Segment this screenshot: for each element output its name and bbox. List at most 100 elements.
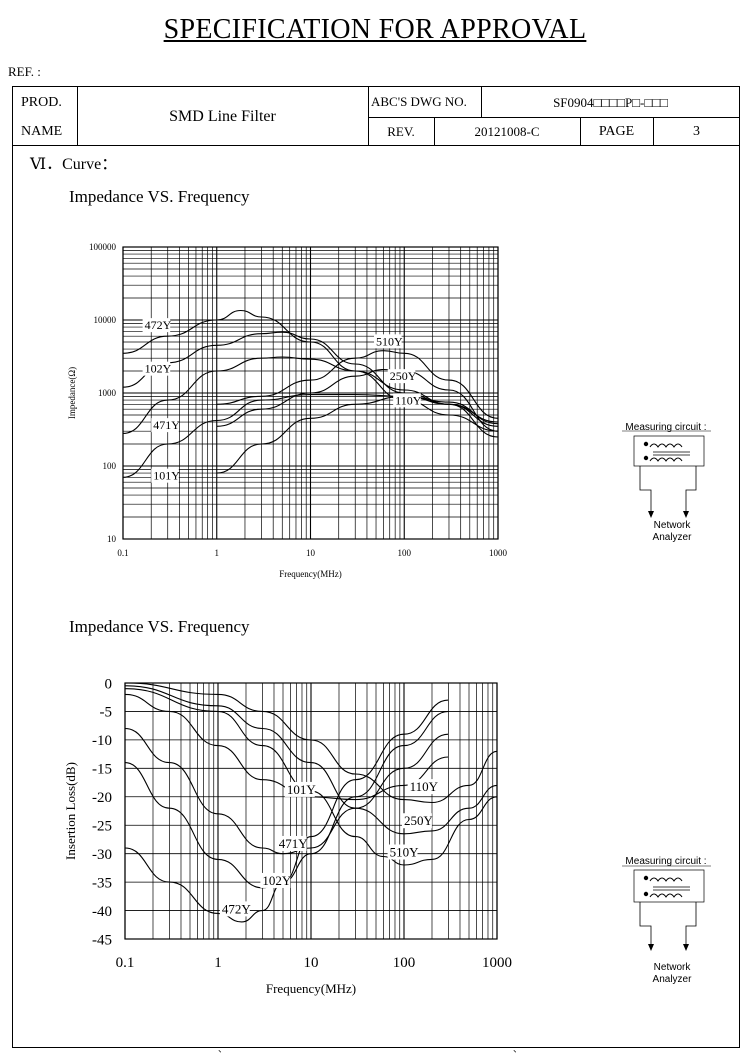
series-label-110y: 110Y: [395, 393, 422, 407]
dwg-label: ABC'S DWG NO.: [371, 94, 467, 109]
name-label: NAME: [21, 124, 63, 139]
y-tick-label: -5: [100, 705, 113, 721]
x-tick-label: 1: [214, 955, 222, 971]
y-tick-label: 10: [107, 534, 117, 544]
y-tick-label: -25: [92, 818, 112, 834]
series-line-110y: [216, 395, 499, 474]
analyzer-label: Analyzer: [653, 532, 693, 543]
series-label-101y: 101Y: [287, 782, 317, 797]
y-tick-label: -10: [92, 733, 112, 749]
y-tick-label: 1000: [98, 388, 117, 398]
series-line-510y: [216, 350, 499, 419]
header-col-line-6: [653, 117, 654, 145]
rev-value: 20121008-C: [474, 124, 540, 139]
line-filter-symbol-2: [633, 869, 705, 903]
header-bottom-line: [13, 145, 740, 146]
x-tick-label: 0.1: [116, 955, 135, 971]
series-line-110y: [124, 682, 498, 804]
y-tick-label: -30: [92, 847, 112, 863]
series-label-102y: 102Y: [262, 873, 292, 888]
series-label-bg: [151, 468, 179, 483]
series-label-bg: [387, 369, 416, 384]
x-axis-label: Frequency(MHz): [266, 981, 356, 996]
x-tick-label: 100: [398, 548, 412, 558]
analyzer-label-2: Analyzer: [653, 974, 693, 985]
series-line-250y: [124, 685, 498, 835]
series-label-110y: 110Y: [410, 779, 439, 794]
x-tick-label: 10: [304, 955, 319, 971]
x-tick-label: 100: [393, 955, 416, 971]
series-label-bg: [142, 361, 171, 376]
series-label-250y: 250Y: [390, 369, 417, 383]
measuring-circuit-1: Measuring circuit : Network Analyzer: [622, 422, 711, 543]
ref-label: REF. :: [8, 64, 41, 79]
series-label-bg: [260, 872, 291, 888]
y-tick-label: 0: [105, 676, 113, 692]
series-line-510y: [124, 688, 498, 866]
x-tick-label: 1000: [489, 548, 508, 558]
series-label-472y: 472Y: [145, 318, 172, 332]
header-col-line-3: [481, 87, 482, 117]
y-tick-label: 10000: [94, 315, 117, 325]
series-label-bg: [387, 844, 418, 860]
y-tick-label: -35: [92, 875, 112, 891]
bottom-fragment-1: 、: [218, 1044, 227, 1053]
measuring-circuit-label-2: Measuring circuit :: [625, 856, 706, 867]
y-tick-label: -20: [92, 790, 112, 806]
series-label-471y: 471Y: [279, 836, 309, 851]
page-number: 3: [693, 124, 700, 139]
measuring-circuit-label: Measuring circuit :: [625, 422, 706, 433]
header-col-line-4: [434, 117, 435, 145]
line-filter-symbol: [633, 435, 705, 467]
section-heading: Ⅵ．Curve：: [30, 156, 118, 173]
y-tick-label: -15: [92, 762, 112, 778]
y-tick-label: -45: [92, 932, 112, 948]
x-tick-label: 1: [215, 548, 220, 558]
bottom-fragment-2: 、: [513, 1044, 522, 1053]
measuring-circuit-2: Measuring circuit : Network Analyzer: [622, 856, 711, 985]
series-label-102y: 102Y: [145, 362, 172, 376]
impedance-chart: 0.1 1 10 100 1000 100000 10000 1000 100 10 Frequen…: [67, 242, 508, 579]
x-tick-label: 1000: [482, 955, 512, 971]
insertion-chart-title: Impedance VS. Frequency: [69, 617, 250, 636]
x-tick-label: 0.1: [117, 548, 128, 558]
x-tick-label: 10: [306, 548, 316, 558]
series-line-471y: [122, 356, 499, 434]
insertion-loss-chart: 0.1 1 10 100 1000 0 -5 -10 -15 -20 -25 -30 -35 -40 -45…: [63, 676, 512, 996]
series-label-472y: 472Y: [222, 901, 252, 916]
series-line-250y: [216, 368, 499, 432]
series-label-bg: [142, 318, 171, 333]
network-label-2: Network: [654, 962, 692, 973]
series-label-bg: [284, 781, 315, 797]
dwg-value: SF0904□□□□P□-□□□: [553, 95, 668, 110]
series-label-bg: [151, 418, 179, 433]
y-tick-label: 100: [103, 461, 117, 471]
y-axis-label: Insertion Loss(dB): [63, 762, 78, 860]
header-col-line-2: [368, 87, 369, 145]
document-frame: PROD. NAME SMD Line Filter ABC'S DWG NO.…: [12, 86, 740, 1048]
series-line-101y: [124, 693, 449, 801]
page-title: SPECIFICATION FOR APPROVAL: [163, 14, 587, 45]
series-label-510y: 510Y: [376, 334, 403, 348]
y-tick-label: 100000: [89, 242, 117, 252]
series-label-510y: 510Y: [390, 845, 420, 860]
series-line-471y: [124, 727, 449, 855]
rev-label: REV.: [387, 124, 415, 139]
plot-frame: [122, 246, 499, 540]
series-label-101y: 101Y: [153, 469, 180, 483]
series-label-bg: [276, 835, 307, 851]
series-label-bg: [219, 901, 250, 917]
series-label-250y: 250Y: [404, 813, 434, 828]
prod-label: PROD.: [21, 95, 62, 110]
y-tick-label: -40: [92, 904, 112, 920]
x-axis-label: Frequency(MHz): [279, 569, 341, 579]
header-col-line-1: [77, 87, 78, 145]
network-label: Network: [654, 520, 692, 531]
header-col-line-5: [580, 117, 581, 145]
y-axis-label: Impedance(Ω): [67, 367, 77, 419]
page-label: PAGE: [598, 124, 635, 139]
product-name: SMD Line Filter: [169, 108, 276, 125]
series-label-471y: 471Y: [153, 418, 180, 432]
plot-frame: [124, 682, 498, 940]
